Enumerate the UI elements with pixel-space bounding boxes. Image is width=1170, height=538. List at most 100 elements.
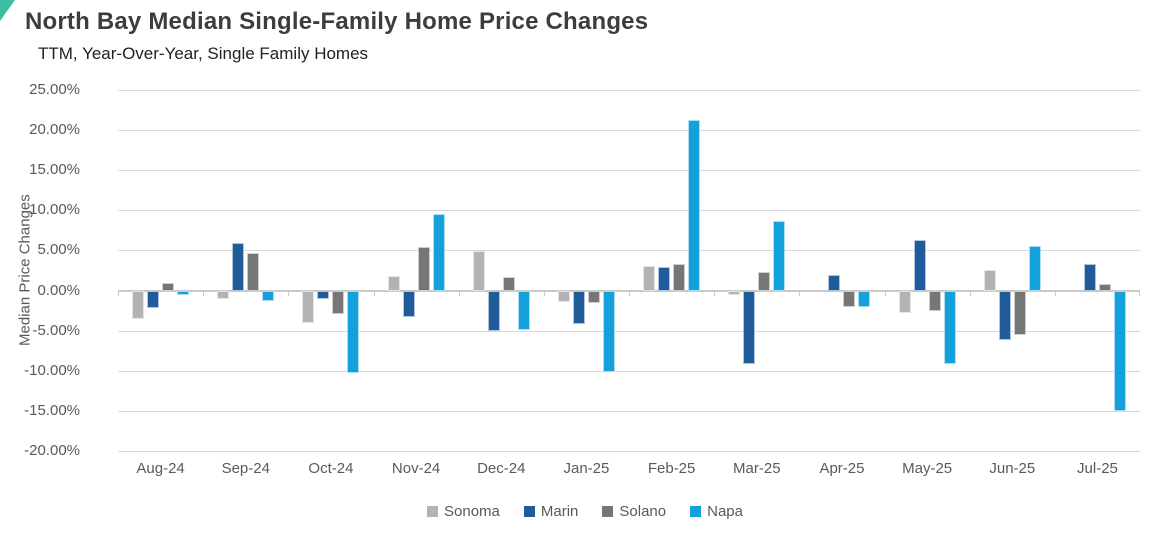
bar-napa-feb-25 — [688, 119, 701, 291]
x-axis-label-jan-25: Jan-25 — [563, 460, 610, 477]
bar-solano-dec-24 — [502, 276, 515, 291]
bar-napa-aug-24 — [177, 290, 190, 295]
y-tick-label: -20.00% — [24, 442, 80, 459]
legend-item-solano: Solano — [602, 503, 666, 520]
x-axis-label-feb-25: Feb-25 — [647, 460, 696, 477]
bar-napa-nov-24 — [432, 213, 445, 291]
bar-group-feb-25 — [629, 90, 714, 451]
x-axis-tick — [543, 290, 545, 296]
y-tick-label: -10.00% — [24, 361, 80, 379]
legend-swatch-sonoma — [427, 506, 439, 517]
bar-group-apr-25 — [799, 90, 884, 451]
bar-marin-may-25 — [913, 240, 926, 291]
chart-subtitle: TTM, Year-Over-Year, Single Family Homes — [38, 44, 369, 63]
x-axis-tick — [714, 290, 716, 296]
legend-item-marin: Marin — [523, 503, 579, 520]
x-axis-tick — [203, 290, 205, 296]
gridline — [118, 410, 1140, 412]
bar-marin-feb-25 — [658, 267, 671, 291]
x-axis-label-nov-24: Nov-24 — [391, 460, 441, 477]
bar-napa-may-25 — [943, 290, 956, 365]
bar-solano-sep-24 — [247, 252, 260, 291]
plot-area: 25.00% 20.00% 15.00% 10.00% 5.00% 0.00% -5.00%… — [24, 82, 1140, 459]
bar-sonoma-jun-25 — [983, 269, 996, 291]
x-axis-tick — [118, 290, 119, 296]
bar-sonoma-aug-24 — [132, 290, 145, 320]
bar-group-aug-24 — [118, 90, 203, 451]
x-axis-tick — [458, 290, 460, 296]
legend-label-solano: Solano — [619, 503, 667, 520]
x-axis-tick — [629, 290, 630, 296]
bar-solano-mar-25 — [758, 272, 771, 291]
x-axis-labels: Aug-24 Sep-24 Oct-24 Nov-24 Dec-24 Jan-25 Feb-… — [118, 460, 1140, 480]
x-axis-label-oct-24: Oct-24 — [308, 460, 354, 477]
legend-swatch-solano — [602, 506, 614, 517]
x-axis-tick — [799, 290, 801, 296]
bar-group-jul-25 — [1055, 90, 1140, 451]
y-tick-label: 15.00% — [29, 161, 80, 179]
bar-marin-jun-25 — [998, 290, 1011, 341]
gridline — [118, 250, 1140, 252]
legend-label-napa: Napa — [707, 503, 743, 520]
bar-solano-apr-25 — [843, 290, 856, 307]
bar-group-sep-24 — [203, 90, 288, 451]
bar-solano-oct-24 — [332, 290, 345, 314]
corner-accent-triangle — [0, 0, 15, 21]
x-axis-label-may-25: May-25 — [902, 460, 953, 477]
bar-marin-dec-24 — [487, 290, 500, 331]
bar-group-jan-25 — [544, 90, 629, 451]
bar-solano-jul-25 — [1098, 284, 1111, 291]
x-axis-label-apr-25: Apr-25 — [819, 460, 865, 477]
bar-solano-jun-25 — [1013, 290, 1026, 335]
y-tick-label: 25.00% — [29, 81, 80, 98]
legend-label-sonoma: Sonoma — [444, 503, 500, 520]
bar-sonoma-mar-25 — [728, 290, 741, 295]
gridline — [118, 370, 1140, 372]
x-axis-label-mar-25: Mar-25 — [733, 460, 781, 477]
bar-group-may-25 — [885, 90, 970, 451]
bar-marin-oct-24 — [317, 290, 330, 300]
bar-marin-aug-24 — [147, 290, 160, 309]
bar-napa-dec-24 — [517, 290, 530, 330]
bar-sonoma-nov-24 — [387, 276, 400, 291]
bar-napa-jan-25 — [602, 290, 615, 373]
bar-sonoma-jan-25 — [557, 290, 570, 302]
x-axis-label-aug-24: Aug-24 — [136, 460, 185, 477]
bar-solano-feb-25 — [673, 264, 686, 291]
bar-marin-jul-25 — [1083, 264, 1096, 291]
legend-swatch-marin — [523, 506, 535, 517]
legend-swatch-napa — [690, 506, 702, 517]
legend-item-sonoma: Sonoma — [427, 503, 500, 520]
bar-marin-nov-24 — [402, 290, 415, 318]
bar-solano-jan-25 — [587, 290, 600, 304]
x-axis-label-jun-25: Jun-25 — [989, 460, 1036, 477]
bar-group-nov-24 — [374, 90, 459, 451]
chart-title: North Bay Median Single-Family Home Pric… — [25, 8, 649, 35]
y-tick-label: -15.00% — [24, 401, 80, 419]
bar-napa-apr-25 — [858, 290, 871, 308]
x-axis-label-dec-24: Dec-24 — [477, 460, 526, 477]
x-axis-label-sep-24: Sep-24 — [221, 460, 270, 477]
y-tick-label: 20.00% — [29, 121, 80, 139]
bar-group-jun-25 — [970, 90, 1055, 451]
y-tick-label: 0.00% — [37, 281, 80, 299]
y-tick-label: -5.00% — [32, 321, 80, 339]
bar-napa-jun-25 — [1028, 246, 1041, 291]
gridline — [118, 90, 1140, 91]
x-axis-tick — [288, 290, 290, 296]
y-tick-label: 10.00% — [29, 201, 80, 219]
bar-marin-mar-25 — [743, 290, 756, 365]
legend: Sonoma Marin Solano Napa — [0, 503, 1170, 520]
legend-label-marin: Marin — [540, 503, 579, 520]
bar-group-mar-25 — [714, 90, 799, 451]
y-axis-title: Median Price Changes — [16, 194, 34, 347]
bar-sonoma-dec-24 — [472, 251, 485, 291]
bar-napa-sep-24 — [262, 290, 275, 301]
bar-sonoma-oct-24 — [302, 290, 315, 323]
x-axis-tick — [1139, 290, 1140, 296]
x-axis-tick — [969, 290, 971, 296]
gridline — [118, 330, 1140, 332]
gridline — [118, 130, 1140, 132]
x-axis-tick — [884, 290, 886, 296]
y-tick-label: 5.00% — [37, 241, 80, 259]
